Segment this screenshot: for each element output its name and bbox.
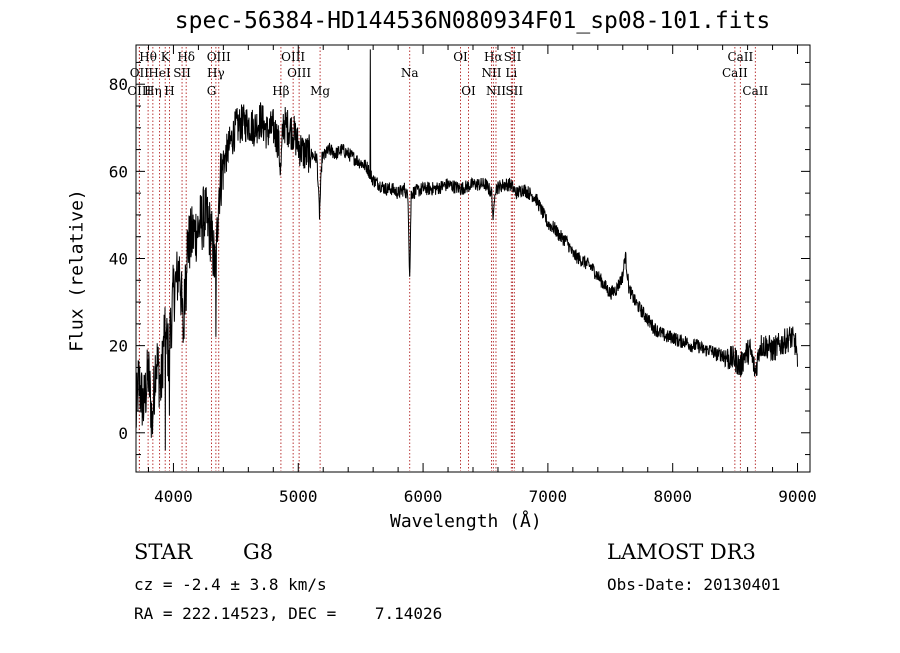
y-axis-label: Flux (relative) [66,189,88,352]
y-tick-label-3: 60 [109,162,128,181]
survey-name: LAMOST DR3 [607,540,756,564]
line-marker-label-23: Li [505,66,517,80]
y-tick-label-4: 80 [109,75,128,94]
y-tick-label-0: 0 [118,424,128,443]
line-marker-label-27: CaII [742,84,768,98]
x-tick-label-1: 5000 [279,487,318,506]
y-tick-label-1: 20 [109,337,128,356]
line-marker-label-0: Hθ [139,50,157,64]
line-marker-label-15: Mg [310,84,330,98]
chart-title: spec-56384-HD144536N080934F01_sp08-101.f… [174,8,771,34]
line-marker-label-12: Hβ [272,84,289,98]
line-marker-label-9: OIII [207,50,231,64]
line-marker-label-3: Hη [144,84,162,98]
line-marker-label-20: NII [481,66,501,80]
ra-dec-coordinates: RA = 222.14523, DEC = 7.14026 [134,604,443,623]
spectral-subclass: G8 [243,540,274,564]
line-marker-label-14: OIII [287,66,311,80]
x-tick-label-5: 9000 [778,487,817,506]
x-tick-label-3: 7000 [529,487,568,506]
observation-date: Obs-Date: 20130401 [607,575,781,594]
line-marker-label-17: OI [453,50,468,64]
object-class: STAR [134,540,193,564]
line-marker-label-8: Hδ [177,50,195,64]
line-marker-label-24: SII [505,84,523,98]
x-axis-label: Wavelength (Å) [390,511,542,532]
line-marker-label-7: SII [173,66,191,80]
line-marker-label-11: G [207,84,217,98]
line-marker-label-10: Hγ [207,66,225,80]
x-tick-label-0: 4000 [154,487,193,506]
redshift-cz: cz = -2.4 ± 3.8 km/s [134,575,327,594]
line-marker-label-22: SII [504,50,522,64]
y-tick-label-2: 40 [109,250,128,269]
spectrum-line [135,49,798,451]
line-marker-label-13: OIII [281,50,305,64]
line-marker-label-5: K [161,50,171,64]
line-marker-label-21: NII [486,84,506,98]
line-marker-label-19: Hα [484,50,503,64]
line-marker-label-4: HeI [148,66,171,80]
line-marker-label-16: Na [401,66,419,80]
line-marker-label-6: H [164,84,174,98]
line-marker-label-2: OIII [127,84,151,98]
line-marker-label-25: CaII [727,50,753,64]
line-marker-label-26: CaII [722,66,748,80]
x-tick-label-4: 8000 [653,487,692,506]
line-marker-label-18: OI [461,84,476,98]
x-tick-label-2: 6000 [404,487,443,506]
